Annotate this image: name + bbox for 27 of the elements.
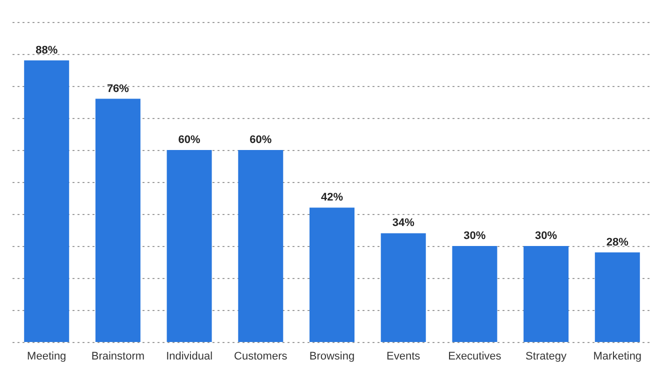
data-label: 76% [106,82,130,95]
x-tick-label: Strategy [526,350,568,362]
x-tick-label: Events [386,350,421,362]
bar [524,246,569,342]
x-tick-label: Customers [234,350,288,362]
data-label: 28% [606,236,629,248]
data-label: 88% [36,44,58,56]
x-tick-label: Executives [448,350,502,362]
bar [310,208,354,342]
bar [95,98,140,342]
data-label: 42% [320,192,344,204]
x-tick-label: Brainstorm [91,350,145,362]
bar [166,150,212,342]
bar [594,252,640,342]
x-tick-label: Browsing [309,350,355,362]
x-tick-label: Individual [166,350,213,362]
x-tick-label: Meeting [27,350,66,362]
data-label: 34% [392,217,415,230]
data-label: 30% [464,230,486,242]
bar [452,246,498,342]
data-label: 60% [250,134,272,146]
bar [380,233,426,342]
data-label: 60% [178,134,201,146]
bar [238,150,284,342]
data-label: 30% [535,230,558,242]
bar [24,60,70,342]
x-tick-label: Marketing [593,350,642,362]
